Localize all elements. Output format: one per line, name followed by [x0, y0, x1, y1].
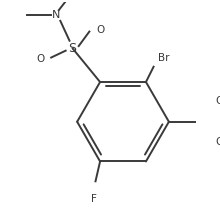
Text: O: O — [216, 96, 220, 106]
Text: O: O — [96, 25, 104, 35]
Text: F: F — [91, 194, 97, 204]
Text: N: N — [51, 10, 60, 20]
Text: S: S — [69, 42, 77, 55]
Text: OH: OH — [216, 137, 220, 147]
Text: O: O — [36, 54, 45, 64]
Text: Br: Br — [158, 53, 170, 63]
